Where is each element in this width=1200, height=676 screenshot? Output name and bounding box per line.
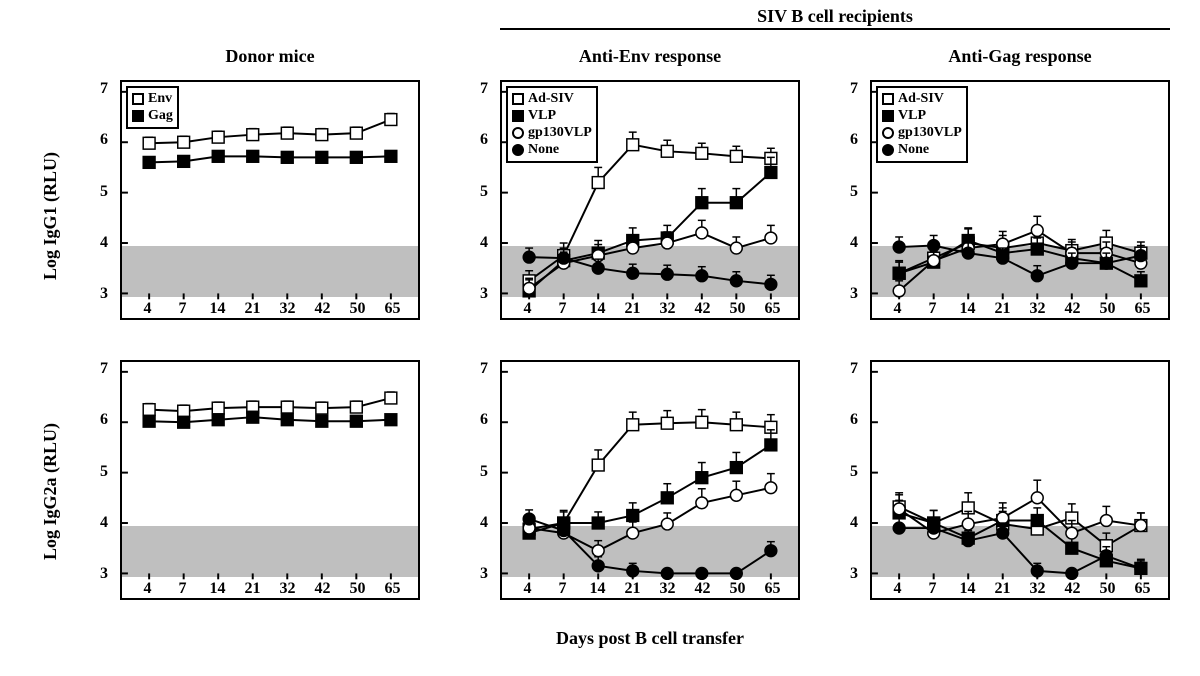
y-label-1: Log IgG2a (RLU) [40,423,61,560]
ytick: 4 [100,514,108,532]
ytick: 3 [100,285,108,303]
panel-1-0 [120,360,420,600]
x-label: Days post B cell transfer [500,628,800,649]
panel-1-2 [870,360,1170,600]
legend: EnvGag [126,86,179,129]
ytick: 5 [480,183,488,201]
ytick: 5 [850,463,858,481]
ytick: 3 [480,565,488,583]
panel-0-1: Ad-SIVVLPgp130VLPNone [500,80,800,320]
ytick: 4 [100,234,108,252]
legend: Ad-SIVVLPgp130VLPNone [506,86,598,163]
ytick: 7 [100,360,108,378]
over-header: SIV B cell recipients [500,6,1170,27]
ytick: 3 [100,565,108,583]
ytick: 4 [480,514,488,532]
ytick: 6 [480,411,488,429]
ytick: 4 [850,514,858,532]
ytick: 3 [850,565,858,583]
panel-0-2: Ad-SIVVLPgp130VLPNone [870,80,1170,320]
ytick: 5 [480,463,488,481]
ytick: 7 [480,360,488,378]
ytick: 5 [100,463,108,481]
col-header-2: Anti-Gag response [870,46,1170,67]
ytick: 4 [480,234,488,252]
ytick: 7 [850,360,858,378]
ytick: 6 [850,131,858,149]
ytick: 7 [480,80,488,98]
ytick: 3 [850,285,858,303]
ytick: 4 [850,234,858,252]
ytick: 7 [100,80,108,98]
y-label-0: Log IgG1 (RLU) [40,152,61,280]
panel-1-1 [500,360,800,600]
ytick: 6 [100,131,108,149]
ytick: 6 [100,411,108,429]
col-header-1: Anti-Env response [500,46,800,67]
ytick: 5 [850,183,858,201]
figure-root: SIV B cell recipientsDonor miceAnti-Env … [10,10,1190,666]
ytick: 6 [850,411,858,429]
legend: Ad-SIVVLPgp130VLPNone [876,86,968,163]
ytick: 6 [480,131,488,149]
panel-0-0: EnvGag [120,80,420,320]
ytick: 7 [850,80,858,98]
ytick: 5 [100,183,108,201]
col-header-0: Donor mice [120,46,420,67]
ytick: 3 [480,285,488,303]
